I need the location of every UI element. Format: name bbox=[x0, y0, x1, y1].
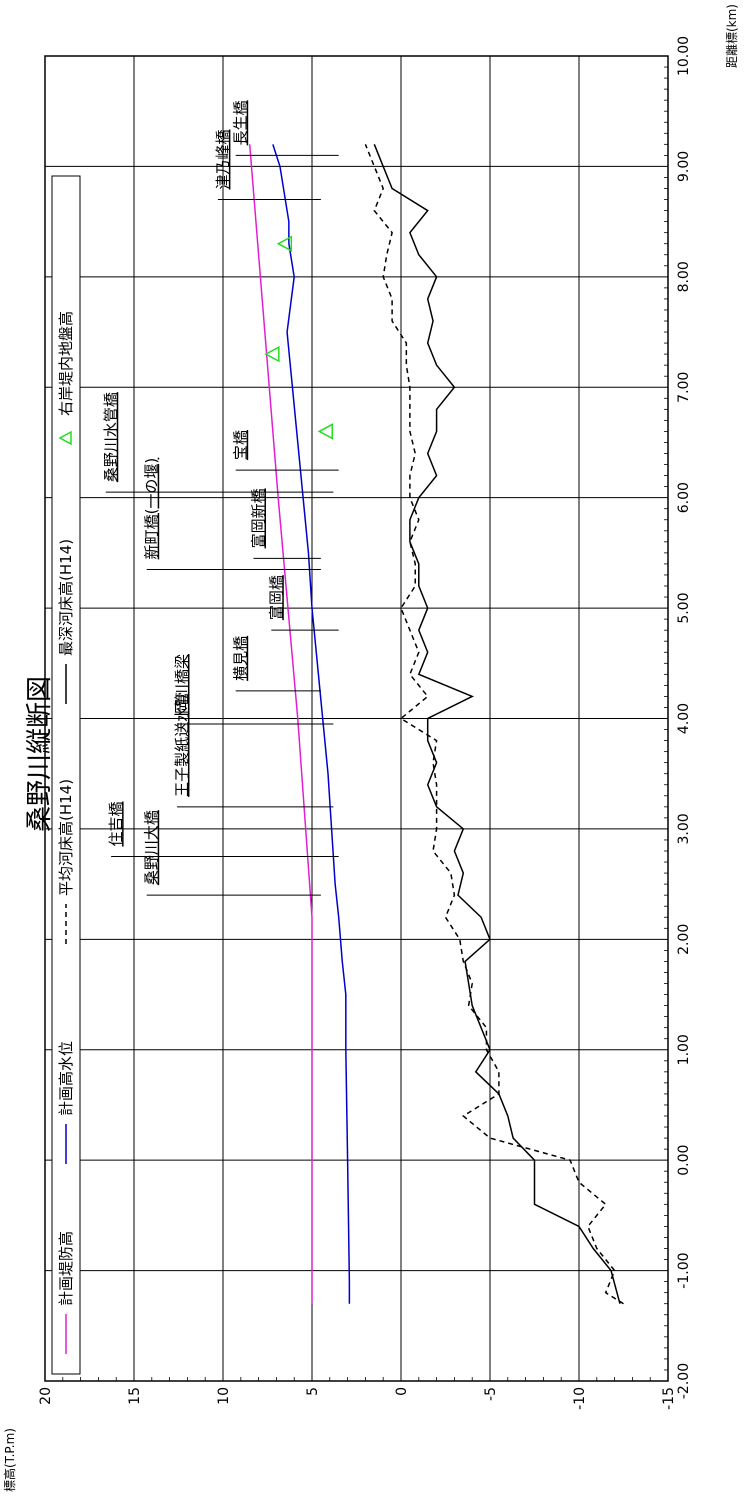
y-tick-label: 20 bbox=[38, 1387, 54, 1405]
bridge-label: 津乃峰橋 bbox=[214, 130, 232, 190]
legend-marker bbox=[58, 430, 72, 446]
bridge-label: 長生橋 bbox=[232, 100, 250, 145]
tick-labels: -2.00 -1.00 0.00 1.00 2.00 3.00 4.00 5.00 6.00 7.… bbox=[38, 36, 692, 1410]
x-tick-label: 6.00 bbox=[676, 482, 692, 513]
y-axis-label: 標高(T.P.m) bbox=[2, 1428, 17, 1492]
y-tick-label: 5 bbox=[305, 1387, 321, 1396]
legend-label: 平均河床高(H14) bbox=[57, 779, 75, 896]
series-line bbox=[373, 144, 621, 1304]
y-tick-label: 15 bbox=[127, 1387, 143, 1405]
legend-label: 右岸堤内地盤高 bbox=[57, 311, 75, 416]
series-group bbox=[248, 144, 624, 1305]
bridge-label: 桑野川水管橋 bbox=[102, 392, 120, 482]
x-tick-label: 1.00 bbox=[676, 1034, 692, 1065]
series-line bbox=[272, 144, 351, 1304]
legend-box bbox=[51, 175, 81, 1375]
y-tick-label: 0 bbox=[394, 1387, 410, 1396]
x-tick-label: 4.00 bbox=[676, 703, 692, 734]
chart-title: 桑野川縦断図 bbox=[25, 676, 55, 832]
x-tick-label: -2.00 bbox=[676, 1363, 692, 1399]
x-tick-label: 10.00 bbox=[676, 36, 692, 76]
bridge-label: 富岡橋 bbox=[267, 575, 285, 620]
x-tick-label: 0.00 bbox=[676, 1145, 692, 1176]
x-tick-label: 7.00 bbox=[676, 372, 692, 403]
bridge-label: 宝橋 bbox=[232, 430, 250, 460]
x-tick-label: 5.00 bbox=[676, 592, 692, 623]
series-line bbox=[364, 144, 624, 1305]
bridge-label: 住吉橋 bbox=[107, 802, 125, 847]
x-tick-label: 2.00 bbox=[676, 924, 692, 955]
x-tick-label: -1.00 bbox=[676, 1252, 692, 1288]
bridge-label: 横見橋 bbox=[232, 636, 250, 681]
legend: 計画堤防高 計画高水位 平均河床高(H14) 最深河床高(H14) 右岸堤内地盤高 bbox=[51, 175, 81, 1375]
y-tick-label: 10 bbox=[216, 1387, 232, 1405]
ground-triangle-point bbox=[276, 235, 293, 252]
ground-triangle-point bbox=[317, 423, 333, 440]
bridge-label: 王子製紙送水管 bbox=[173, 692, 191, 797]
x-axis-label: 距離標(km) bbox=[725, 4, 739, 68]
ground-triangle-point bbox=[264, 345, 280, 363]
legend-label: 計画高水位 bbox=[57, 1041, 75, 1116]
legend-label: 最深河床高(H14) bbox=[57, 539, 75, 656]
series-line bbox=[248, 144, 313, 1304]
bridge-label: 新町橋(一の堰) bbox=[143, 458, 161, 560]
bridge-label: 富岡新橋 bbox=[250, 488, 268, 548]
bridge-label: 桑野川大橋 bbox=[143, 810, 161, 885]
x-tick-label: 9.00 bbox=[676, 151, 692, 182]
x-tick-label: 8.00 bbox=[676, 261, 692, 292]
legend-label: 計画堤防高 bbox=[57, 1231, 75, 1306]
y-tick-label: -5 bbox=[483, 1387, 499, 1401]
x-tick-label: 3.00 bbox=[676, 813, 692, 844]
y-tick-label: -15 bbox=[661, 1387, 677, 1410]
y-tick-label: -10 bbox=[572, 1387, 588, 1410]
grid bbox=[44, 55, 669, 1382]
bridge-label: 岡川橋梁 bbox=[173, 654, 191, 714]
